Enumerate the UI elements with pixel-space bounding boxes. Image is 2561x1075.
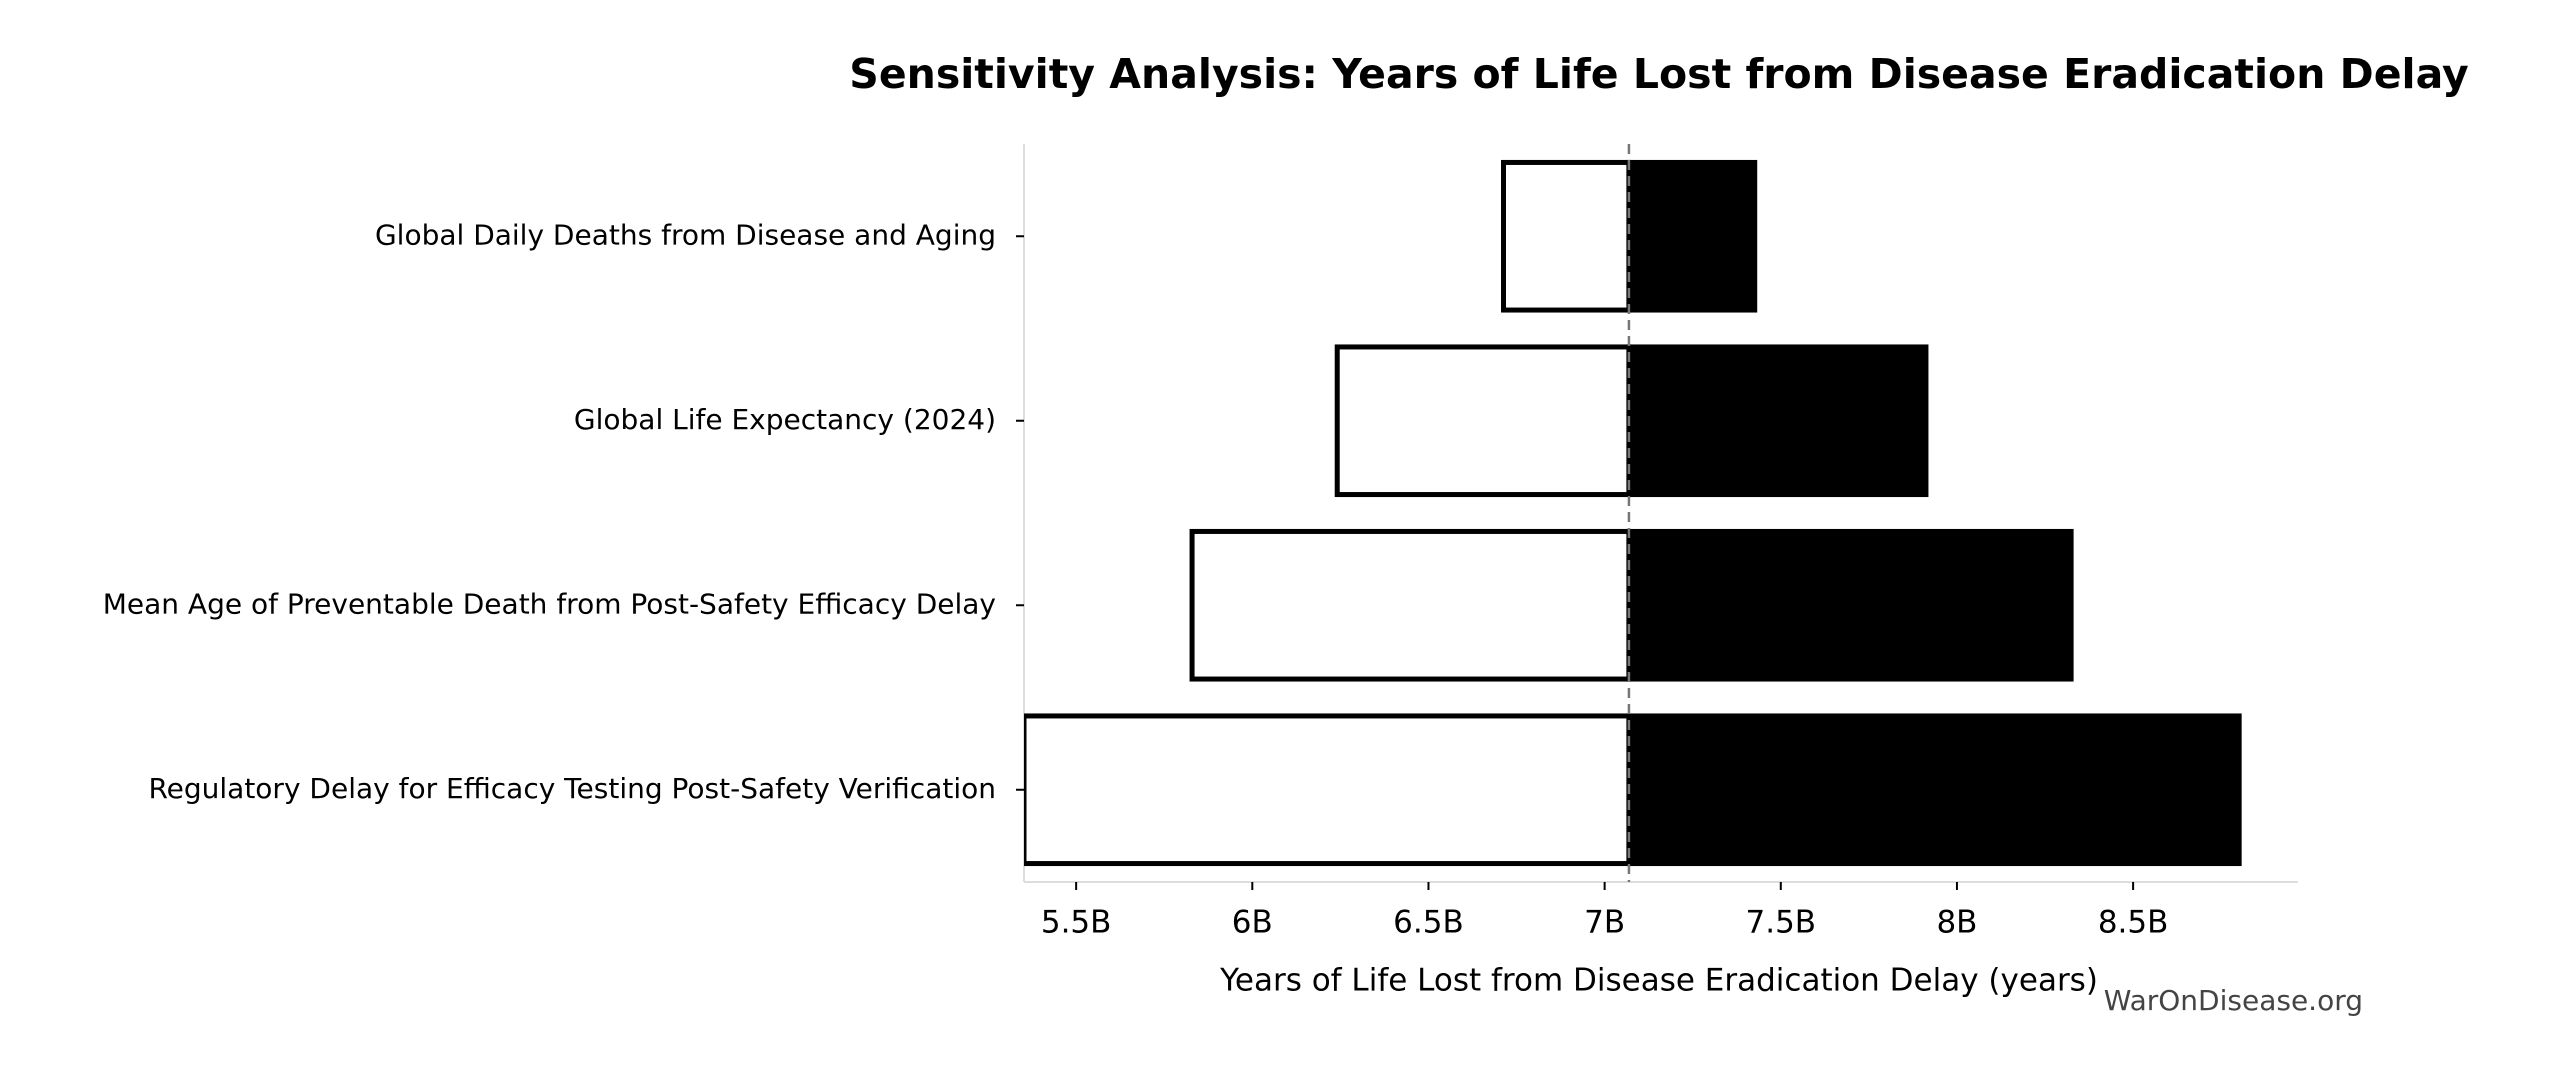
y-tick-label: Mean Age of Preventable Death from Post-… [103, 587, 996, 620]
x-tick-label: 7.5B [1746, 905, 1817, 941]
y-tick-label: Global Daily Deaths from Disease and Agi… [375, 218, 996, 251]
watermark: WarOnDisease.org [2104, 984, 2363, 1017]
x-tick-label: 7B [1584, 905, 1625, 941]
y-tick-label: Global Life Expectancy (2024) [574, 403, 996, 436]
x-tick-label: 8B [1936, 905, 1977, 941]
high-bar [1626, 528, 2074, 682]
x-tick-label: 6B [1232, 905, 1273, 941]
y-tick-label: Regulatory Delay for Efficacy Testing Po… [148, 772, 996, 805]
high-bar [1626, 713, 2242, 867]
high-bar [1626, 159, 1758, 313]
low-bar [1024, 713, 1632, 867]
x-tick-label: 8.5B [2098, 905, 2169, 941]
low-bar [1189, 528, 1632, 682]
chart-title: Sensitivity Analysis: Years of Life Lost… [849, 50, 2468, 98]
plot-area [1024, 159, 2242, 867]
x-tick-label: 5.5B [1041, 905, 1112, 941]
low-bar [1334, 344, 1632, 498]
low-bar [1501, 159, 1632, 313]
x-axis-label: Years of Life Lost from Disease Eradicat… [1219, 963, 2098, 999]
x-tick-label: 6.5B [1393, 905, 1464, 941]
high-bar [1626, 344, 1929, 498]
